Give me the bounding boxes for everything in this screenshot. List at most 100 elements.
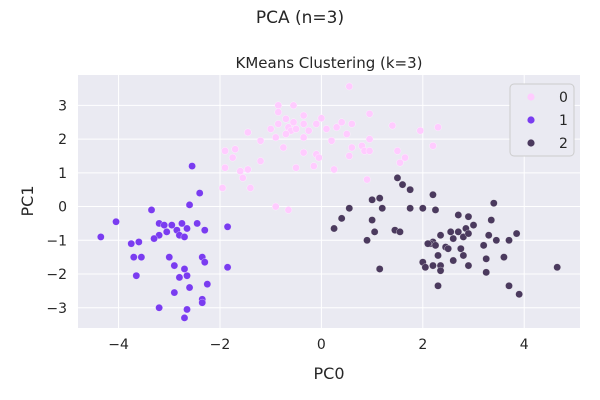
legend-marker-0 xyxy=(527,93,535,101)
scatter-point xyxy=(434,123,442,132)
scatter-point xyxy=(228,153,237,162)
scatter-point xyxy=(175,273,184,282)
scatter-point xyxy=(97,233,105,241)
scatter-point xyxy=(170,261,179,270)
scatter-point xyxy=(312,120,321,128)
scatter-point xyxy=(444,244,452,253)
scatter-point xyxy=(505,282,513,290)
x-tick-label: 0 xyxy=(317,337,326,353)
y-axis-label: PC1 xyxy=(18,186,37,217)
y-tick-label: 0 xyxy=(58,200,67,216)
scatter-point xyxy=(490,199,498,207)
scatter-point xyxy=(492,236,501,245)
scatter-point xyxy=(185,283,194,292)
scatter-point xyxy=(266,125,275,133)
scatter-point xyxy=(274,120,283,128)
scatter-point xyxy=(256,137,265,145)
scatter-point xyxy=(332,123,341,132)
scatter-point xyxy=(454,228,463,236)
scatter-point xyxy=(310,162,318,170)
x-tick-label: −2 xyxy=(210,337,231,353)
scatter-point xyxy=(469,221,478,229)
scatter-point xyxy=(132,271,141,280)
scatter-point xyxy=(327,137,336,145)
scatter-point xyxy=(160,221,168,229)
scatter-point xyxy=(299,133,308,142)
scatter-point xyxy=(292,164,300,172)
scatter-point xyxy=(464,212,473,221)
scatter-point xyxy=(449,256,457,265)
scatter-point xyxy=(393,174,402,182)
scatter-point xyxy=(393,147,402,155)
y-tick-label: 1 xyxy=(58,166,67,182)
scatter-point xyxy=(487,216,496,224)
scatter-point xyxy=(436,266,445,275)
series-0-points xyxy=(218,82,442,214)
scatter-point xyxy=(223,223,232,231)
scatter-point xyxy=(183,224,191,233)
scatter-point xyxy=(322,125,331,133)
scatter-point xyxy=(446,228,455,236)
scatter-point xyxy=(449,234,457,243)
scatter-point xyxy=(165,253,174,261)
scatter-point xyxy=(416,126,425,135)
scatter-point xyxy=(178,219,186,228)
scatter-point xyxy=(155,304,163,312)
scatter-point xyxy=(170,288,179,297)
scatter-point xyxy=(284,206,293,214)
scatter-point xyxy=(436,231,445,239)
scatter-point xyxy=(396,158,404,167)
scatter-point xyxy=(256,157,265,165)
scatter-point xyxy=(419,204,427,212)
scatter-point xyxy=(180,233,189,241)
scatter-point xyxy=(130,253,138,261)
x-axis-label: PC0 xyxy=(314,364,345,383)
scatter-point xyxy=(337,118,346,126)
scatter-point xyxy=(368,216,376,224)
scatter-point xyxy=(375,194,384,202)
scatter-point xyxy=(365,147,374,155)
scatter-point xyxy=(183,271,191,280)
scatter-point xyxy=(299,148,308,157)
scatter-point xyxy=(515,290,523,299)
scatter-point xyxy=(201,258,209,266)
scatter-point xyxy=(150,234,158,243)
series-1-points xyxy=(97,162,232,322)
scatter-point xyxy=(512,229,521,238)
scatter-point xyxy=(203,280,212,288)
legend-box xyxy=(509,83,575,157)
scatter-point xyxy=(345,204,354,212)
scatter-point xyxy=(168,221,176,229)
scatter-point xyxy=(137,253,146,261)
scatter-point xyxy=(365,110,374,118)
scatter-point xyxy=(221,147,229,155)
plot-area xyxy=(78,75,580,328)
scatter-point xyxy=(185,201,194,209)
scatter-point xyxy=(505,236,513,245)
scatter-point xyxy=(289,101,298,110)
scatter-point xyxy=(406,204,414,212)
scatter-point xyxy=(246,184,255,192)
scatter-point xyxy=(304,126,313,135)
scatter-point xyxy=(464,229,473,238)
y-tick-label: −1 xyxy=(46,233,67,249)
x-tick-label: −4 xyxy=(108,337,129,353)
scatter-point xyxy=(193,219,201,228)
chart-title: KMeans Clustering (k=3) xyxy=(236,54,423,72)
scatter-point xyxy=(127,239,135,248)
scatter-point xyxy=(482,255,490,263)
scatter-point xyxy=(188,162,196,170)
x-tick-label: 4 xyxy=(520,337,529,353)
scatter-point xyxy=(457,244,465,253)
scatter-points xyxy=(97,82,561,322)
scatter-point xyxy=(183,305,191,314)
scatter-point xyxy=(431,206,440,214)
y-tick-label: −2 xyxy=(46,267,67,283)
legend-marker-1 xyxy=(527,116,535,124)
scatter-point xyxy=(365,135,374,143)
scatter-point xyxy=(429,142,437,150)
y-tick-label: −3 xyxy=(46,301,67,317)
scatter-point xyxy=(396,228,404,236)
scatter-point xyxy=(553,263,561,272)
scatter-point xyxy=(370,228,379,236)
